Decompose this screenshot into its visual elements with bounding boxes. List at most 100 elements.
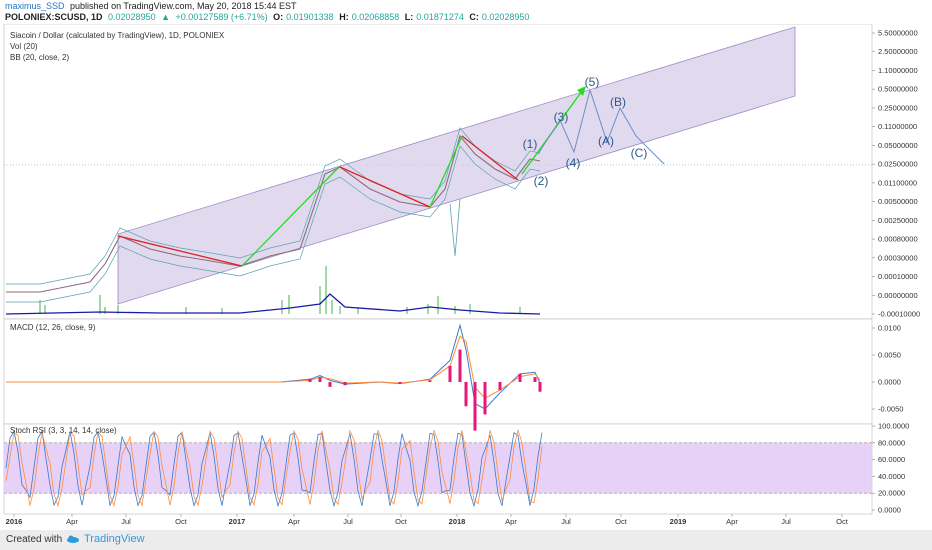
stoch-band	[4, 442, 872, 494]
vol-legend: Vol (20)	[10, 42, 38, 51]
time-tick-label: Oct	[615, 517, 628, 526]
wave-label: (1)	[523, 137, 538, 151]
wave-label: (B)	[610, 95, 626, 109]
price-tick-label: 0.00250000	[878, 216, 918, 225]
time-tick-label: 2019	[670, 517, 687, 526]
stoch-legend: Stoch RSI (3, 3, 14, 14, close)	[10, 426, 117, 435]
macd-line	[6, 323, 541, 410]
price-tick-label: -0.00010000	[878, 310, 920, 319]
price-tick-label: 0.00010000	[878, 272, 918, 281]
wave-label: (3)	[554, 110, 569, 124]
macd-histogram-bar	[448, 365, 452, 382]
macd-histogram-bar	[498, 382, 502, 391]
time-tick-label: Apr	[726, 517, 738, 526]
stoch-tick-label: 100.0000	[878, 422, 909, 431]
bb-legend: BB (20, close, 2)	[10, 53, 69, 62]
change-arrow-icon: ▲	[161, 12, 171, 22]
high-label: H:	[339, 12, 349, 22]
macd-tick-label: 0.0050	[878, 351, 901, 360]
chart-header: maximus_SSD published on TradingView.com…	[0, 0, 932, 24]
price-tick-label: 0.25000000	[878, 103, 918, 112]
time-tick-label: Oct	[395, 517, 408, 526]
macd-histogram-bar	[318, 377, 322, 382]
macd-histogram-bar	[398, 382, 402, 384]
stoch-tick-label: 60.0000	[878, 455, 905, 464]
price-tick-label: 0.05000000	[878, 141, 918, 150]
wave-label: (A)	[598, 134, 614, 148]
brand-name: TradingView	[84, 533, 145, 545]
green-trend-arrow	[429, 135, 463, 208]
time-tick-label: 2016	[6, 517, 23, 526]
macd-tick-label: 0.0100	[878, 324, 901, 333]
price-tick-label: 0.01100000	[878, 178, 917, 187]
red-trend-line	[339, 166, 431, 208]
red-trend-line	[461, 135, 519, 181]
footer-bar: Created with TradingView	[0, 530, 932, 550]
signal-line	[6, 335, 541, 399]
stoch-tick-label: 0.0000	[878, 506, 901, 515]
low-value: 0.01871274	[416, 12, 464, 22]
price-tick-label: 0.00000000	[878, 291, 918, 300]
chart-canvas[interactable]: 5.50000000 2.50000000 1.10000000 0.50000000…	[0, 24, 932, 530]
time-tick-label: Jul	[121, 517, 131, 526]
cloud-logo-icon	[67, 535, 79, 544]
publish-line: maximus_SSD published on TradingView.com…	[5, 1, 300, 11]
last-price: 0.02028950	[108, 12, 156, 22]
macd-tick-label: 0.0000	[878, 378, 901, 387]
macd-tick-label: -0.0050	[878, 405, 903, 414]
macd-histogram-bar	[328, 382, 332, 387]
macd-histogram-bar	[308, 378, 312, 382]
price-series-line	[6, 134, 541, 293]
wave-label: (5)	[585, 75, 600, 89]
time-tick-label: Jul	[561, 517, 571, 526]
close-label: C:	[469, 12, 479, 22]
time-tick-label: Apr	[505, 517, 517, 526]
bb-lower-line	[6, 145, 541, 303]
channel-band	[117, 26, 796, 305]
stoch-tick-label: 40.0000	[878, 472, 905, 481]
price-change: +0.00127589 (+6.71%)	[175, 12, 268, 22]
close-value: 0.02028950	[481, 12, 530, 22]
price-tick-label: 0.00030000	[878, 253, 918, 262]
wave-label: (C)	[631, 146, 648, 160]
price-tick-label: 1.10000000	[878, 66, 918, 75]
open-value: 0.01901338	[286, 12, 334, 22]
time-tick-label: Apr	[288, 517, 300, 526]
price-tick-label: 0.00080000	[878, 235, 918, 244]
price-tick-label: 2.50000000	[878, 47, 918, 56]
macd-histogram-bar	[538, 382, 542, 392]
author-name[interactable]: maximus_SSD	[5, 1, 65, 11]
created-with-text: Created with	[6, 534, 63, 545]
macd-histogram-bar	[458, 349, 462, 382]
low-label: L:	[404, 12, 414, 22]
price-tick-label: 5.50000000	[878, 29, 918, 38]
stoch-k-line	[5, 430, 543, 508]
chart-legend-title: Siacoin / Dollar (calculated by TradingV…	[10, 31, 225, 40]
high-value: 0.02068858	[351, 12, 400, 22]
macd-histogram-bar	[343, 382, 347, 386]
price-tick-label: 0.02500000	[878, 160, 918, 169]
time-tick-label: 2017	[229, 517, 246, 526]
time-tick-label: Oct	[175, 517, 188, 526]
time-tick-label: Jul	[343, 517, 353, 526]
time-tick-label: Oct	[836, 517, 849, 526]
green-trend-arrow	[241, 167, 339, 267]
time-tick-label: Apr	[66, 517, 78, 526]
tradingview-brand[interactable]: TradingView	[66, 533, 145, 545]
time-tick-label: Jul	[781, 517, 791, 526]
open-label: O:	[273, 12, 284, 22]
price-tick-label: 0.50000000	[878, 85, 918, 94]
price-tick-label: 0.11000000	[878, 122, 917, 131]
bb-dip-line	[449, 198, 461, 257]
wave-projection-line	[537, 88, 665, 165]
macd-histogram-bar	[533, 377, 537, 382]
price-tick-label: 0.00500000	[878, 197, 918, 206]
macd-histogram-bar	[518, 373, 522, 382]
stoch-tick-label: 20.0000	[878, 489, 905, 498]
arrowhead-icon	[577, 86, 586, 96]
stoch-d-line	[5, 428, 543, 508]
macd-legend: MACD (12, 26, close, 9)	[10, 323, 96, 332]
quote-line: POLONIEX:SCUSD, 1D 0.02028950 ▲ +0.00127…	[5, 12, 532, 22]
wave-label: (2)	[534, 174, 549, 188]
macd-histogram-bar	[464, 382, 468, 407]
